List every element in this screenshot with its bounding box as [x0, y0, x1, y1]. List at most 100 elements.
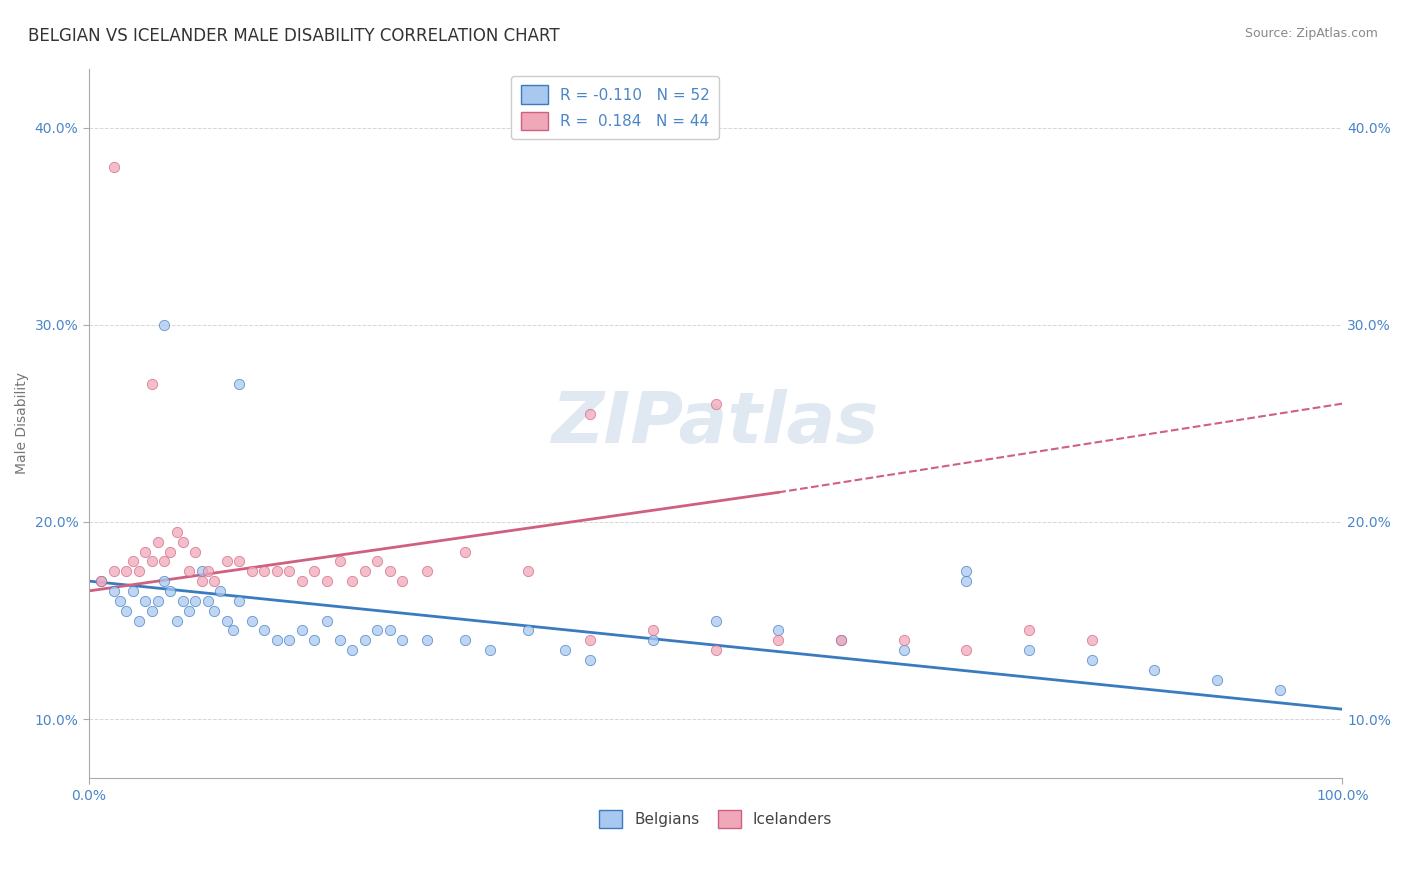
Point: [328, 554, 350, 568]
Point: [579, 407, 602, 421]
Point: [328, 633, 350, 648]
Point: [141, 554, 163, 568]
Point: [121, 554, 143, 568]
Point: [278, 564, 301, 578]
Point: [202, 574, 225, 588]
Text: Source: ZipAtlas.com: Source: ZipAtlas.com: [1244, 27, 1378, 40]
Point: [184, 544, 207, 558]
Point: [391, 633, 413, 648]
Point: [278, 633, 301, 648]
Point: [141, 604, 163, 618]
Point: [454, 544, 477, 558]
Point: [153, 574, 176, 588]
Point: [103, 564, 125, 578]
Point: [103, 160, 125, 174]
Point: [478, 643, 501, 657]
Point: [366, 554, 388, 568]
Point: [228, 376, 250, 391]
Point: [184, 594, 207, 608]
Point: [1018, 643, 1040, 657]
Point: [240, 614, 263, 628]
Point: [704, 397, 727, 411]
Point: [146, 534, 169, 549]
Point: [893, 633, 915, 648]
Point: [202, 604, 225, 618]
Point: [179, 604, 201, 618]
Point: [304, 633, 326, 648]
Point: [153, 318, 176, 332]
Point: [340, 643, 363, 657]
Point: [391, 574, 413, 588]
Point: [108, 594, 131, 608]
Point: [190, 574, 212, 588]
Point: [215, 614, 238, 628]
Point: [166, 524, 188, 539]
Point: [266, 633, 288, 648]
Point: [704, 614, 727, 628]
Point: [955, 643, 977, 657]
Point: [103, 583, 125, 598]
Point: [316, 574, 339, 588]
Point: [955, 564, 977, 578]
Text: ZIPatlas: ZIPatlas: [553, 389, 879, 458]
Point: [1018, 624, 1040, 638]
Point: [366, 624, 388, 638]
Point: [1080, 633, 1102, 648]
Point: [416, 633, 439, 648]
Point: [516, 624, 538, 638]
Point: [128, 614, 150, 628]
Point: [172, 594, 194, 608]
Point: [141, 376, 163, 391]
Point: [516, 564, 538, 578]
Point: [554, 643, 576, 657]
Point: [416, 564, 439, 578]
Point: [830, 633, 852, 648]
Point: [955, 574, 977, 588]
Point: [222, 624, 245, 638]
Point: [893, 643, 915, 657]
Point: [378, 624, 401, 638]
Point: [240, 564, 263, 578]
Point: [209, 583, 232, 598]
Point: [266, 564, 288, 578]
Point: [115, 564, 138, 578]
Point: [134, 544, 156, 558]
Point: [197, 594, 219, 608]
Point: [768, 624, 790, 638]
Point: [172, 534, 194, 549]
Point: [166, 614, 188, 628]
Point: [316, 614, 339, 628]
Point: [641, 633, 664, 648]
Point: [215, 554, 238, 568]
Point: [353, 633, 375, 648]
Point: [353, 564, 375, 578]
Point: [90, 574, 112, 588]
Legend: Belgians, Icelanders: Belgians, Icelanders: [593, 804, 838, 834]
Point: [190, 564, 212, 578]
Point: [579, 653, 602, 667]
Point: [704, 643, 727, 657]
Point: [579, 633, 602, 648]
Point: [304, 564, 326, 578]
Point: [1143, 663, 1166, 677]
Point: [146, 594, 169, 608]
Point: [1268, 682, 1291, 697]
Point: [134, 594, 156, 608]
Y-axis label: Male Disability: Male Disability: [15, 372, 30, 475]
Point: [253, 624, 276, 638]
Point: [378, 564, 401, 578]
Point: [830, 633, 852, 648]
Point: [253, 564, 276, 578]
Text: BELGIAN VS ICELANDER MALE DISABILITY CORRELATION CHART: BELGIAN VS ICELANDER MALE DISABILITY COR…: [28, 27, 560, 45]
Point: [291, 574, 314, 588]
Point: [121, 583, 143, 598]
Point: [641, 624, 664, 638]
Point: [179, 564, 201, 578]
Point: [1206, 673, 1229, 687]
Point: [454, 633, 477, 648]
Point: [128, 564, 150, 578]
Point: [228, 594, 250, 608]
Point: [115, 604, 138, 618]
Point: [159, 544, 181, 558]
Point: [197, 564, 219, 578]
